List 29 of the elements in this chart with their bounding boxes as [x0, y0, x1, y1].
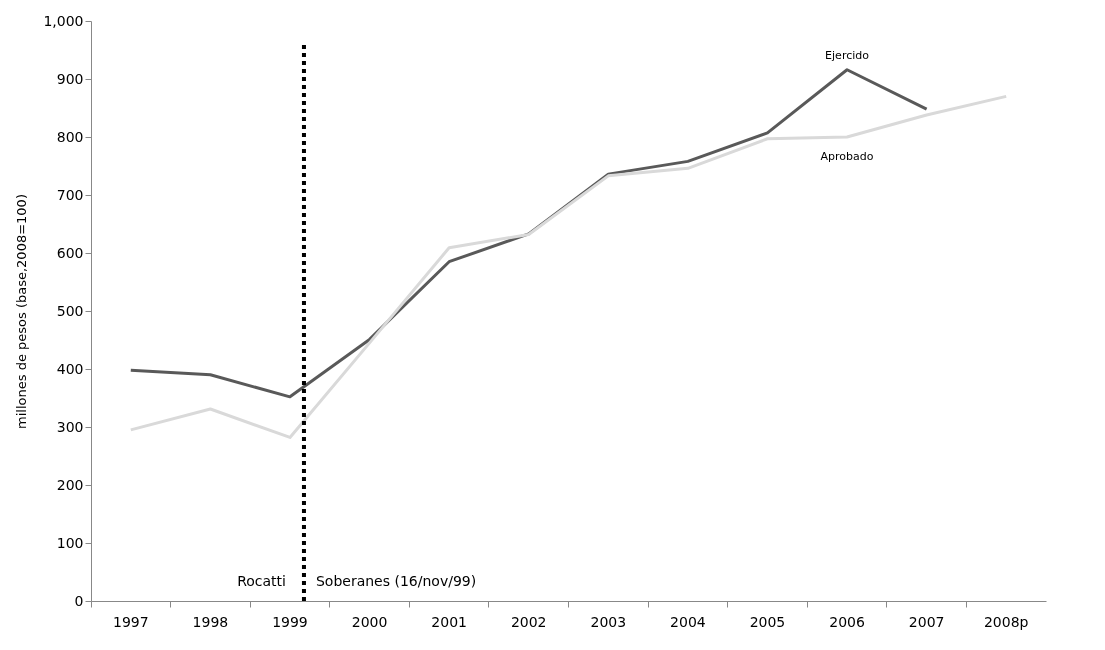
- y-tick-label: 1,000: [43, 12, 84, 29]
- x-tick-label: 2002: [510, 613, 547, 630]
- y-tick-label: 100: [56, 534, 84, 551]
- x-tick-label: 2004: [670, 613, 706, 630]
- x-tick-label: 2005: [749, 613, 786, 630]
- x-tick-label: 2006: [829, 613, 865, 630]
- x-tick-label: 2008p: [983, 613, 1029, 630]
- y-tick-label: 500: [56, 302, 84, 319]
- y-tick-label: 800: [56, 128, 84, 145]
- annotation: Soberanes (16/nov/99): [315, 573, 477, 589]
- series-label: Ejercido: [825, 48, 870, 62]
- y-tick-label: 700: [56, 186, 84, 203]
- series-label: Aprobado: [820, 150, 874, 163]
- x-tick-label: 1999: [272, 613, 308, 630]
- y-tick-label: 200: [56, 476, 84, 493]
- x-tick-label: 2007: [908, 613, 945, 630]
- y-tick-label: 300: [56, 418, 84, 435]
- y-tick-label: 0: [74, 592, 84, 609]
- y-tick-label: 600: [56, 244, 84, 261]
- line-series: [129, 94, 1008, 439]
- y-axis-title: millones de pesos (base,2008=100): [14, 194, 30, 429]
- x-tick-label: 2000: [351, 613, 388, 630]
- x-tick-label: 1997: [112, 613, 149, 630]
- y-tick-label: 400: [56, 360, 84, 377]
- x-tick-label: 2001: [431, 613, 467, 630]
- y-tick-label: 900: [56, 70, 84, 87]
- x-tick-label: 1998: [192, 613, 229, 630]
- annotation: Rocatti: [237, 573, 286, 589]
- x-tick-label: 2003: [590, 613, 627, 630]
